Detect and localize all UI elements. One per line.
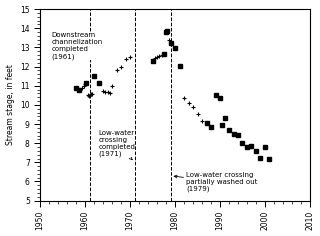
Text: Low-water
crossing
completed
(1971): Low-water crossing completed (1971)	[99, 130, 135, 160]
Text: Low-water crossing
partially washed out
(1979): Low-water crossing partially washed out …	[174, 172, 258, 192]
Y-axis label: Stream stage, in feet: Stream stage, in feet	[5, 64, 14, 145]
Text: Downstream
channelization
completed
(1961): Downstream channelization completed (196…	[52, 32, 103, 59]
